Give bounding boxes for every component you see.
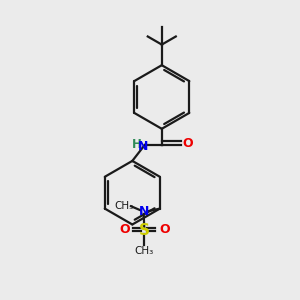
Text: S: S [139, 223, 150, 238]
Text: CH₃: CH₃ [135, 246, 154, 256]
Text: N: N [139, 205, 149, 218]
Text: O: O [182, 137, 193, 150]
Text: CH₃: CH₃ [114, 201, 133, 211]
Text: O: O [159, 223, 169, 236]
Text: O: O [119, 223, 130, 236]
Text: N: N [138, 140, 148, 153]
Text: H: H [131, 138, 141, 151]
